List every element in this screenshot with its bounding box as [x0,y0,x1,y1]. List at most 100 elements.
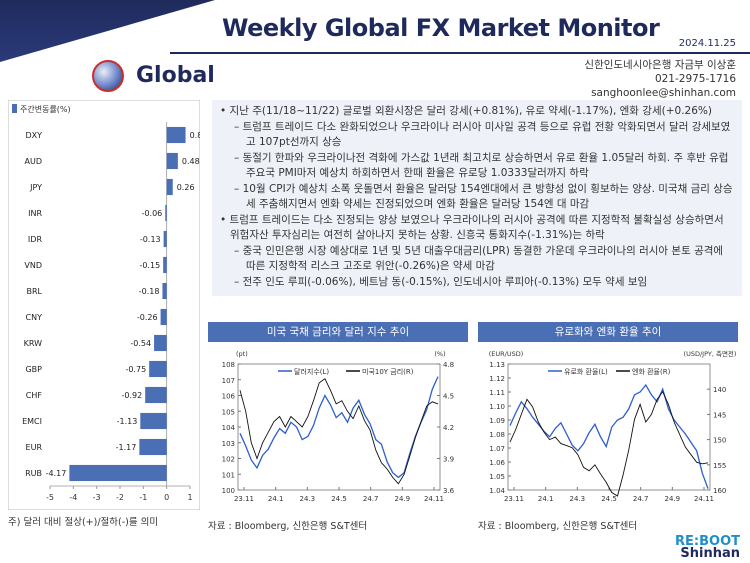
bar [160,308,167,326]
header-rule [170,52,750,54]
y-tick-label-left: 106 [222,393,236,401]
category-label: RUB [25,469,42,478]
category-label: KRW [24,339,42,348]
bar [163,230,167,248]
x-tick-label: 24.5 [601,495,617,503]
chart-header: 유로화와 엔화 환율 추이 [478,322,738,342]
data-label: -1.17 [116,443,137,452]
y-tick-label-left: 1.10 [489,403,505,411]
y-tick-label-left: 1.07 [489,445,505,453]
contact-email[interactable]: sanghoonlee@shinhan.com [591,87,736,99]
x-tick-label: 24.7 [633,495,649,503]
legend-label: 달러지수(L) [294,367,329,376]
globe-icon [92,60,124,92]
bullet-main: • 트럼프 트레이드는 다소 진정되는 양상 보였으나 우크라이나의 러시아 공… [220,213,724,242]
bar [165,204,167,222]
y-tick-label-left: 100 [222,487,235,495]
x-tick-label: 1 [187,493,192,502]
x-tick-label: 24.9 [665,495,681,503]
chart-header: 미국 국채 금리와 달러 지수 추이 [208,322,468,342]
x-tick-label: 24.7 [363,495,379,503]
y-tick-label-left: 101 [222,471,235,479]
brand-line1: RE:BOOT [675,534,740,549]
category-label: GBP [25,365,42,374]
x-tick-label: 24.9 [395,495,411,503]
x-tick-label: 24.5 [331,495,347,503]
y-tick-label-right: 3.9 [443,456,454,464]
page-title: Weekly Global FX Market Monitor [222,14,660,42]
bullet-sub: – 트럼프 트레이드 다소 완화되었으나 우크라이나 러시아 미사일 공격 등으… [234,120,731,149]
line-chart-svg: 100 101 102 103 104 105 106 107 108 3.6 3.9 4.2 4.5 4… [208,342,468,512]
x-tick-label: 24.1 [268,495,284,503]
x-tick-label: 24.11 [424,495,444,503]
bar [69,464,167,482]
category-label: JPY [29,183,42,192]
contact-info: 신한인도네시아은행 자금부 이상훈 021-2975-1716 sanghoon… [584,58,736,100]
category-label: CHF [26,391,43,400]
contact-department: 신한인도네시아은행 자금부 이상훈 [584,59,736,71]
bar [163,256,167,274]
y-tick-label-left: 107 [222,377,235,385]
bar [145,386,167,404]
y-tick-label-right: 3.6 [443,487,455,495]
data-label: -0.92 [121,391,142,400]
y-tick-label-right: 160 [713,487,726,495]
bullet-sub: – 중국 인민은행 시장 예상대로 1년 및 5년 대출우대금리(LPR) 동결… [234,244,724,273]
chart-source: 자료 : Bloomberg, 신한은행 S&T센터 [208,521,368,532]
legend-label: 유로화 환율(L) [564,367,608,376]
contact-phone: 021-2975-1716 [654,73,736,85]
x-tick-label: 24.11 [694,495,714,503]
x-tick-label: 24.1 [538,495,554,503]
us-yield-dxy-chart: 미국 국채 금리와 달러 지수 추이 100 101 102 103 104 105 106… [208,322,468,512]
bullet-sub: – 전주 인도 루피(-0.06%), 베트남 동(-0.15%), 인도네시아… [234,275,648,288]
data-label: 0.26 [177,183,195,192]
market-commentary: • 지난 주(11/18~11/22) 글로벌 외환시장은 달러 강세(+0.8… [212,100,742,296]
y-tick-label-left: 1.06 [489,459,505,467]
bar [154,334,167,352]
eur-jpy-chart: 유로화와 엔화 환율 추이 1.04 1.05 1.06 1.07 1.08 1.09 1.… [478,322,738,512]
legend-swatch [12,104,17,113]
data-label: -0.54 [130,339,151,348]
chart-title: 주간변동률(%) [20,104,71,114]
bar [162,282,167,300]
data-label: 0.48 [182,157,200,166]
y-tick-label-left: 102 [222,456,235,464]
y-tick-label-right: 155 [713,462,726,470]
line-chart-svg: 1.04 1.05 1.06 1.07 1.08 1.09 1.10 1.11 1.12 1.13… [478,342,738,512]
x-tick-label: -1 [139,493,147,502]
category-label: BRL [26,287,42,296]
category-label: IDR [28,235,43,244]
y-tick-label-left: 104 [222,424,236,432]
x-tick-label: -4 [69,493,77,502]
bar [139,438,167,456]
category-label: VND [24,261,42,270]
y-axis-label-right: (USD/JPY, 측면전) [684,349,737,358]
brand-line2: Shinhan [680,546,740,561]
chart-source: 자료 : Bloomberg, 신한은행 S&T센터 [478,521,638,532]
y-tick-label-left: 1.13 [489,361,505,369]
x-tick-label: -5 [46,493,54,502]
y-axis-label-left: (pt) [236,350,248,358]
data-label: -0.15 [139,261,160,270]
y-tick-label-right: 150 [713,437,726,445]
bar [166,178,173,196]
y-tick-label-left: 1.04 [489,487,505,495]
bullet-main: • 지난 주(11/18~11/22) 글로벌 외환시장은 달러 강세(+0.8… [220,105,712,117]
category-label: AUD [25,157,43,166]
data-label: 0.81 [190,131,200,140]
data-label: -0.75 [125,365,146,374]
y-tick-label-left: 108 [222,361,235,369]
series-line [509,390,709,497]
bar [140,412,167,430]
data-label: -0.06 [142,209,163,218]
x-tick-label: -3 [93,493,101,502]
x-tick-label: 0 [164,493,169,502]
category-label: CNY [26,313,43,322]
y-tick-label-left: 1.09 [489,417,505,425]
bar-chart-svg: 주간변동률(%) -5 -4 -3 -2 -1 0 1 DXY 0.81 AUD 0.48 JPY 0.2… [8,100,200,510]
y-tick-label-left: 1.12 [489,375,505,383]
y-tick-label-left: 1.11 [489,389,505,397]
bullet-sub: – 10월 CPI가 예상치 소폭 웃돌면서 환율은 달러당 154엔대에서 큰… [234,182,733,211]
y-tick-label-right: 4.5 [443,393,454,401]
legend-label: 미국10Y 금리(R) [362,367,414,376]
